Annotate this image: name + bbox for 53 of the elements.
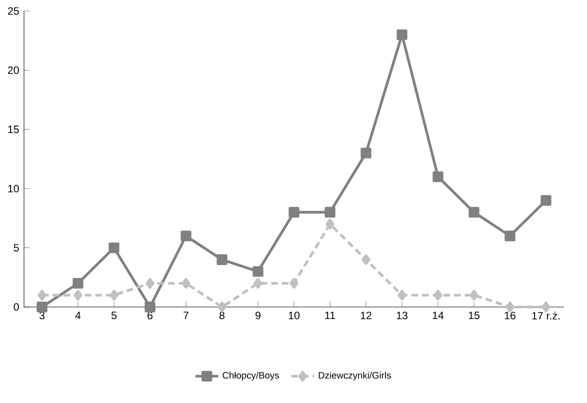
point bbox=[398, 290, 406, 300]
x-tick-label: 14 bbox=[432, 312, 444, 320]
y-tick-label: 15 bbox=[8, 126, 19, 134]
x-tick-label: 5 bbox=[111, 312, 117, 320]
point bbox=[146, 278, 154, 289]
point bbox=[326, 218, 334, 230]
point bbox=[434, 290, 442, 300]
y-tick-label: 5 bbox=[14, 244, 19, 252]
point bbox=[38, 290, 46, 300]
x-tick-label: 11 bbox=[325, 312, 336, 320]
x-tick-label: 13 bbox=[396, 312, 408, 320]
point bbox=[540, 195, 552, 206]
point bbox=[542, 302, 550, 312]
point bbox=[432, 171, 444, 182]
point bbox=[362, 254, 370, 265]
x-tick-label: 16 bbox=[504, 312, 516, 320]
y-tick-label: 0 bbox=[14, 303, 19, 311]
x-tick-label: 10 bbox=[288, 312, 300, 320]
y-tick-label: 10 bbox=[8, 184, 19, 192]
point bbox=[290, 278, 298, 289]
point bbox=[504, 230, 516, 242]
point bbox=[36, 302, 48, 312]
point bbox=[180, 230, 192, 242]
legend-label: Chłopcy/Boys bbox=[222, 372, 279, 380]
point bbox=[72, 278, 84, 289]
point bbox=[324, 206, 336, 218]
point bbox=[182, 278, 190, 289]
x-tick-label: 6 bbox=[148, 312, 152, 320]
point bbox=[254, 278, 262, 289]
point bbox=[218, 302, 226, 312]
x-tick-label: 8 bbox=[219, 312, 224, 320]
point bbox=[144, 302, 156, 312]
point bbox=[110, 290, 118, 300]
point bbox=[108, 242, 120, 254]
x-tick-label: 12 bbox=[360, 312, 372, 320]
x-tick-label: 4 bbox=[75, 312, 81, 320]
y-tick-label: 20 bbox=[8, 66, 19, 74]
point bbox=[506, 302, 514, 312]
point bbox=[252, 266, 264, 277]
point bbox=[360, 148, 372, 158]
x-tick-label: 15 bbox=[468, 312, 480, 320]
x-tick-label: 7 bbox=[184, 312, 188, 320]
y-tick-label: 25 bbox=[8, 7, 19, 15]
x-tick-label: 9 bbox=[256, 312, 260, 320]
point bbox=[396, 29, 408, 40]
x-tick-label: 3 bbox=[39, 312, 44, 320]
point bbox=[288, 206, 300, 218]
legend-label: Dziewczynki/Girls bbox=[318, 372, 391, 380]
point bbox=[216, 254, 228, 265]
point bbox=[470, 290, 478, 300]
x-tick-label: 17 r.ż. bbox=[532, 312, 560, 320]
point bbox=[468, 206, 480, 218]
point bbox=[74, 290, 82, 300]
